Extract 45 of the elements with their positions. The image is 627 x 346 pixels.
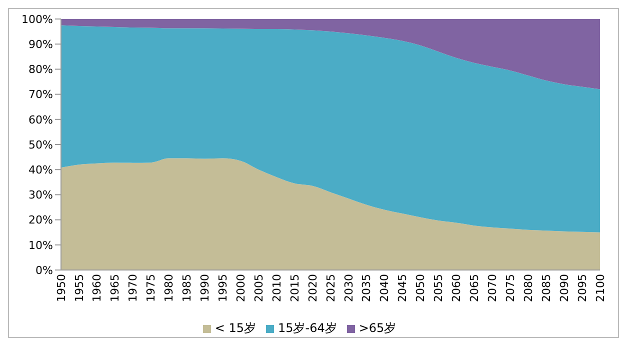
x-tick-label: 2000 bbox=[234, 274, 248, 302]
x-tick-label: 2090 bbox=[558, 274, 571, 302]
x-tick-label: 1990 bbox=[198, 274, 212, 302]
x-tick-label: 2100 bbox=[594, 274, 607, 302]
x-tick-label: 2030 bbox=[342, 274, 356, 302]
x-tick-label: 1980 bbox=[162, 274, 176, 302]
x-tick-label: 1985 bbox=[180, 274, 194, 302]
x-tick-label: 2055 bbox=[432, 274, 446, 302]
x-tick-label: 2095 bbox=[576, 274, 589, 302]
x-tick-label: 2040 bbox=[378, 274, 392, 302]
y-tick-label: 90% bbox=[28, 38, 53, 52]
y-tick-label: 40% bbox=[28, 164, 53, 177]
x-tick-label: 2025 bbox=[324, 274, 338, 302]
x-tick-label: 2005 bbox=[252, 274, 266, 302]
y-tick-label: 100% bbox=[22, 12, 53, 26]
x-tick-label: 2080 bbox=[522, 274, 535, 302]
x-tick-label: 2070 bbox=[486, 274, 500, 302]
y-tick-label: 30% bbox=[28, 188, 53, 202]
y-tick-label: 50% bbox=[28, 138, 53, 152]
x-tick-label: 1950 bbox=[54, 274, 68, 302]
x-tick-label: 1975 bbox=[144, 274, 158, 302]
y-tick-label: 20% bbox=[28, 214, 53, 227]
y-tick-label: 0% bbox=[36, 264, 53, 277]
legend-label: < 15岁 bbox=[214, 321, 256, 335]
x-tick-label: 1955 bbox=[72, 274, 86, 302]
x-tick-label: 2020 bbox=[306, 274, 320, 302]
legend-label: >65岁 bbox=[358, 321, 396, 335]
x-tick-label: 2075 bbox=[504, 274, 517, 302]
x-tick-label: 2065 bbox=[468, 274, 482, 302]
x-tick-label: 1965 bbox=[108, 274, 122, 302]
x-tick-label: 2015 bbox=[288, 274, 302, 302]
x-tick-label: 2045 bbox=[396, 274, 410, 302]
x-tick-label: 1960 bbox=[90, 274, 104, 302]
x-tick-label: 2060 bbox=[450, 274, 464, 302]
x-tick-label: 1970 bbox=[126, 274, 140, 302]
y-tick-label: 80% bbox=[28, 63, 53, 76]
y-tick-label: 10% bbox=[28, 238, 53, 252]
x-tick-label: 1995 bbox=[216, 274, 230, 302]
y-tick-label: 70% bbox=[28, 88, 53, 102]
x-tick-label: 2010 bbox=[270, 274, 284, 302]
x-tick-label: 2035 bbox=[360, 274, 374, 302]
x-tick-label: 2050 bbox=[414, 274, 428, 302]
x-tick-label: 2085 bbox=[540, 274, 553, 302]
y-tick-label: 60% bbox=[28, 113, 53, 126]
legend-label: 15岁-64岁 bbox=[278, 321, 337, 335]
